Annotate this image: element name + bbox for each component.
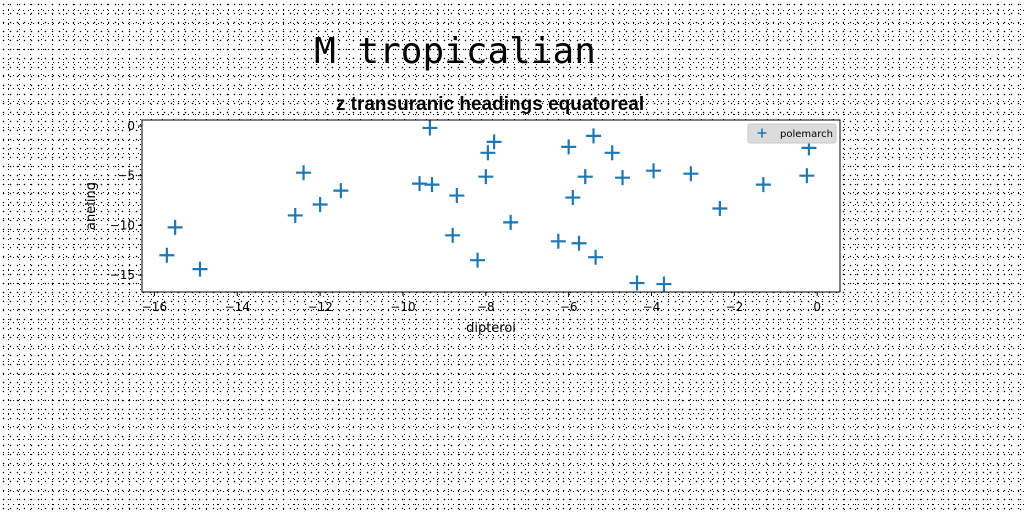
chart-title: z transuranic headings equatoreal <box>336 94 644 115</box>
data-point <box>470 252 486 268</box>
legend-label: polemarch <box>780 129 833 140</box>
x-tick-label: −2 <box>726 300 744 314</box>
x-tick-label: −16 <box>142 300 167 314</box>
y-tick-label: −15 <box>110 268 135 282</box>
x-tick-label: −14 <box>225 300 250 314</box>
plot-area <box>141 119 841 293</box>
data-point <box>287 207 303 223</box>
figure-suptitle: M tropicalian <box>314 31 596 72</box>
data-point <box>333 183 349 199</box>
legend: polemarch <box>747 123 837 144</box>
data-point <box>604 145 620 161</box>
data-point <box>550 233 566 249</box>
data-markers <box>159 120 817 292</box>
data-point <box>167 219 183 235</box>
data-point <box>478 169 494 185</box>
data-point <box>646 163 662 179</box>
y-tick-label: 0 <box>127 119 135 133</box>
y-tick-label: −10 <box>110 218 135 232</box>
data-point <box>561 139 577 155</box>
data-point <box>571 235 587 251</box>
x-axis-label: dipteroi <box>466 321 516 336</box>
data-point <box>629 275 645 291</box>
data-point <box>565 190 581 206</box>
x-tick-label: −6 <box>560 300 578 314</box>
data-point <box>480 145 496 161</box>
data-point <box>577 169 593 185</box>
legend-plus-icon <box>757 128 767 138</box>
data-point <box>445 227 461 243</box>
data-point <box>656 276 672 292</box>
data-point <box>296 165 312 181</box>
x-tick-label: −8 <box>477 300 495 314</box>
data-point <box>486 134 502 150</box>
axis-ticks: −16 −14 −12 −10 −8 −6 −4 −2 0 0 −5 −10 −15 <box>110 119 821 314</box>
data-point <box>755 177 771 193</box>
data-point <box>683 166 699 182</box>
data-point <box>159 247 175 263</box>
x-tick-label: −10 <box>390 300 415 314</box>
legend-box <box>747 123 837 144</box>
data-point <box>588 249 604 265</box>
x-tick-label: −12 <box>307 300 332 314</box>
data-point <box>424 177 440 193</box>
data-point <box>586 128 602 144</box>
legend-marker <box>757 128 767 138</box>
data-point <box>799 168 815 184</box>
y-axis-label: aneling <box>84 182 99 230</box>
x-tick-label: −4 <box>643 300 661 314</box>
data-point <box>503 214 519 230</box>
data-point <box>449 188 465 204</box>
data-point <box>192 261 208 277</box>
data-point <box>422 120 438 136</box>
y-tick-label: −5 <box>117 169 135 183</box>
data-point <box>615 170 631 186</box>
data-point <box>312 197 328 213</box>
x-tick-label: 0 <box>813 300 821 314</box>
data-point <box>712 200 728 216</box>
